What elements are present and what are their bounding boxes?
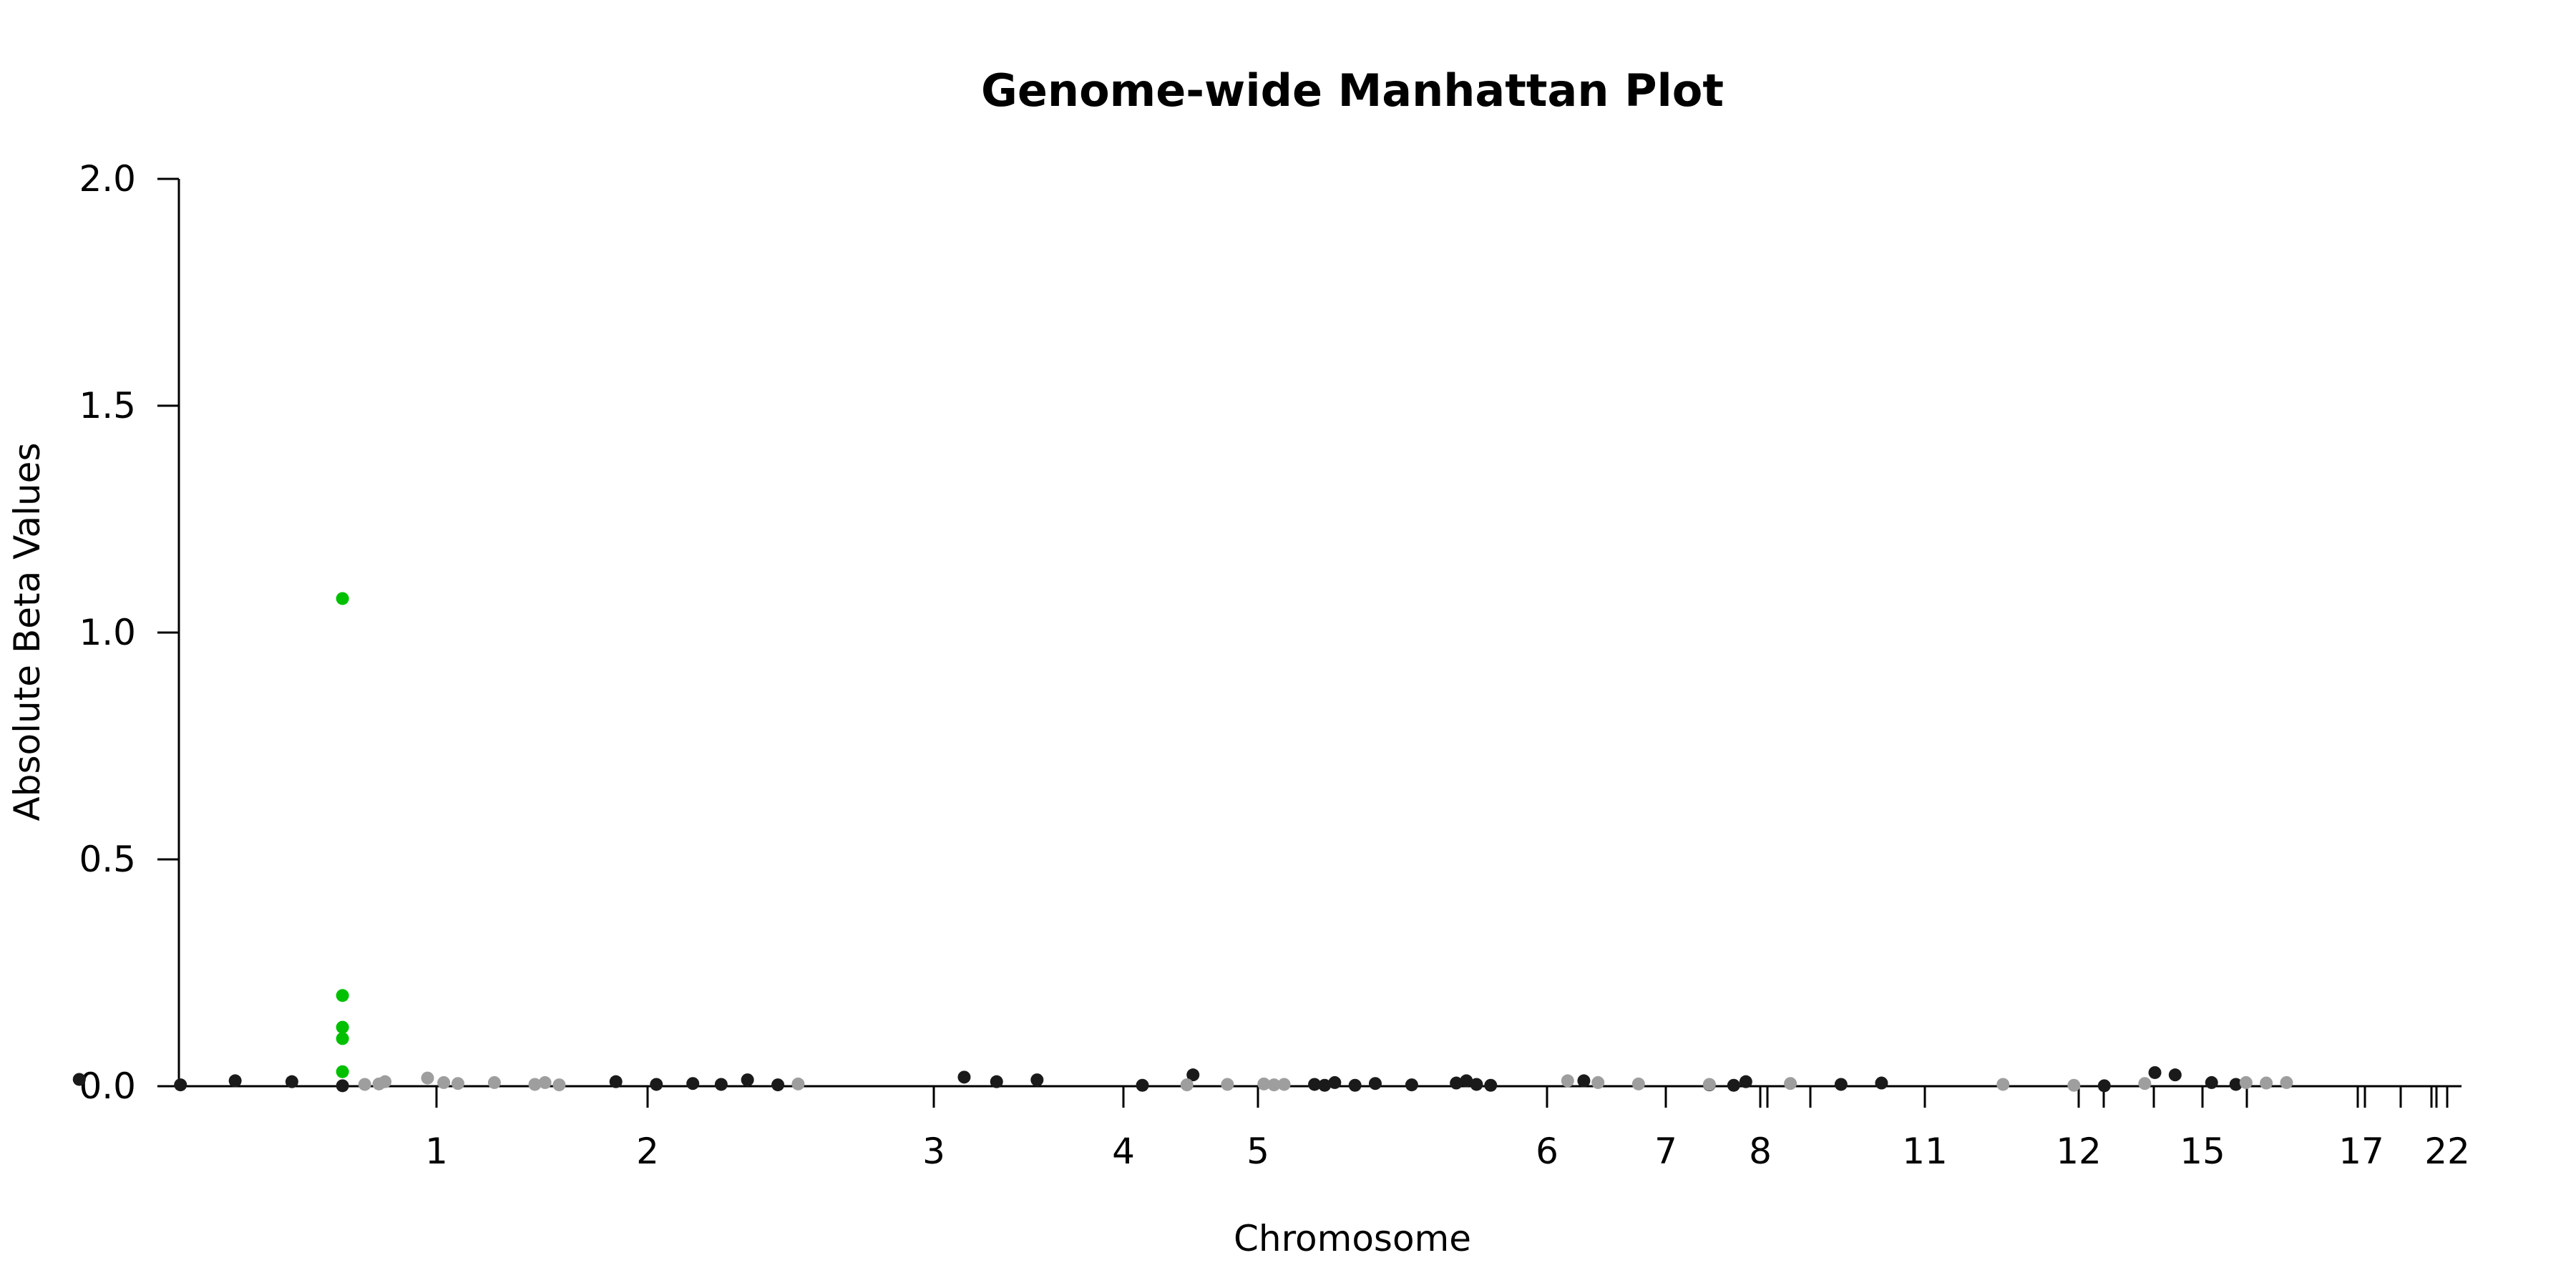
y-tick-label: 1.5	[79, 385, 136, 426]
data-point	[1460, 1074, 1473, 1088]
data-point	[379, 1075, 392, 1088]
y-tick-label: 1.0	[79, 612, 136, 653]
data-point	[1784, 1077, 1797, 1091]
x-tick-label: 1	[425, 1131, 448, 1172]
data-point	[1136, 1078, 1149, 1092]
data-point	[1470, 1078, 1483, 1091]
data-point	[1450, 1076, 1463, 1090]
data-point	[552, 1078, 566, 1092]
data-point	[1996, 1078, 2010, 1091]
data-point	[1631, 1077, 1645, 1091]
data-point	[2168, 1068, 2182, 1082]
data-points	[72, 592, 2293, 1093]
data-point	[1405, 1078, 1418, 1092]
y-tick-label: 2.0	[79, 158, 136, 200]
data-point	[686, 1077, 700, 1091]
data-point	[990, 1075, 1003, 1088]
x-tick-label: 7	[1654, 1131, 1677, 1172]
data-point	[437, 1075, 451, 1089]
x-tick-label: 5	[1246, 1131, 1269, 1172]
data-point	[2280, 1075, 2293, 1089]
data-point	[336, 1065, 349, 1078]
x-tick-label: 12	[2056, 1131, 2102, 1172]
data-point	[1186, 1068, 1200, 1082]
data-point	[1267, 1078, 1281, 1092]
y-tick-label: 0.5	[79, 839, 136, 880]
data-point	[336, 1032, 349, 1045]
x-axis-label: Chromosome	[1234, 1218, 1471, 1259]
data-point	[1875, 1076, 1888, 1090]
data-point	[174, 1078, 187, 1092]
data-point	[358, 1078, 371, 1091]
data-point	[336, 1020, 349, 1034]
data-point	[791, 1077, 805, 1091]
data-point	[421, 1071, 434, 1085]
x-tick-label: 3	[922, 1131, 945, 1172]
x-tick-label: 17	[2338, 1131, 2384, 1172]
data-point	[1834, 1078, 1848, 1091]
axes: 0.00.51.01.52.01 2 3 4 5 6 7 8 11 12 15 17 22	[79, 158, 2469, 1172]
data-point	[771, 1078, 785, 1092]
data-point	[538, 1075, 552, 1089]
data-point	[1318, 1078, 1332, 1092]
data-point	[2067, 1078, 2081, 1092]
chart-title: Genome-wide Manhattan Plot	[981, 64, 1724, 117]
data-point	[1739, 1075, 1752, 1088]
data-point	[1030, 1073, 1044, 1087]
data-point	[1257, 1077, 1271, 1091]
data-point	[72, 1073, 86, 1086]
data-point	[1484, 1078, 1498, 1092]
data-point	[1180, 1078, 1194, 1092]
data-point	[2148, 1065, 2162, 1079]
data-point	[336, 1079, 349, 1093]
data-point	[528, 1078, 542, 1091]
data-point	[714, 1078, 728, 1091]
data-point	[1577, 1074, 1591, 1088]
data-point	[2205, 1075, 2218, 1089]
data-point	[1591, 1075, 1605, 1089]
data-point	[451, 1077, 464, 1091]
data-point	[2229, 1078, 2243, 1091]
x-tick-label: 11	[1902, 1131, 1948, 1172]
y-axis-label: Absolute Beta Values	[6, 443, 48, 821]
data-point	[1348, 1078, 1362, 1092]
data-point	[1277, 1078, 1291, 1091]
data-point	[650, 1078, 663, 1091]
x-tick-label: 8	[1749, 1131, 1772, 1172]
data-point	[1702, 1078, 1716, 1091]
data-point	[957, 1070, 971, 1084]
x-tick-label: 22	[2424, 1131, 2470, 1172]
x-tick-label: 2	[636, 1131, 659, 1172]
data-point	[2239, 1075, 2253, 1089]
data-point	[336, 592, 349, 605]
data-point	[285, 1075, 298, 1088]
data-point	[2138, 1077, 2152, 1091]
data-point	[2260, 1076, 2273, 1090]
x-tick-label: 15	[2180, 1131, 2225, 1172]
data-point	[336, 989, 349, 1002]
data-point	[1308, 1078, 1322, 1091]
data-point	[1221, 1078, 1234, 1091]
data-point	[487, 1075, 501, 1089]
x-tick-label: 4	[1112, 1131, 1135, 1172]
data-point	[741, 1073, 754, 1087]
data-point	[1727, 1078, 1740, 1092]
data-point	[1561, 1074, 1574, 1088]
y-tick-label: 0.0	[79, 1065, 136, 1107]
data-point	[609, 1075, 623, 1088]
data-point	[228, 1074, 242, 1088]
data-point	[2097, 1079, 2111, 1093]
x-tick-label: 6	[1536, 1131, 1558, 1172]
data-point	[1368, 1077, 1382, 1091]
data-point	[1328, 1075, 1342, 1089]
